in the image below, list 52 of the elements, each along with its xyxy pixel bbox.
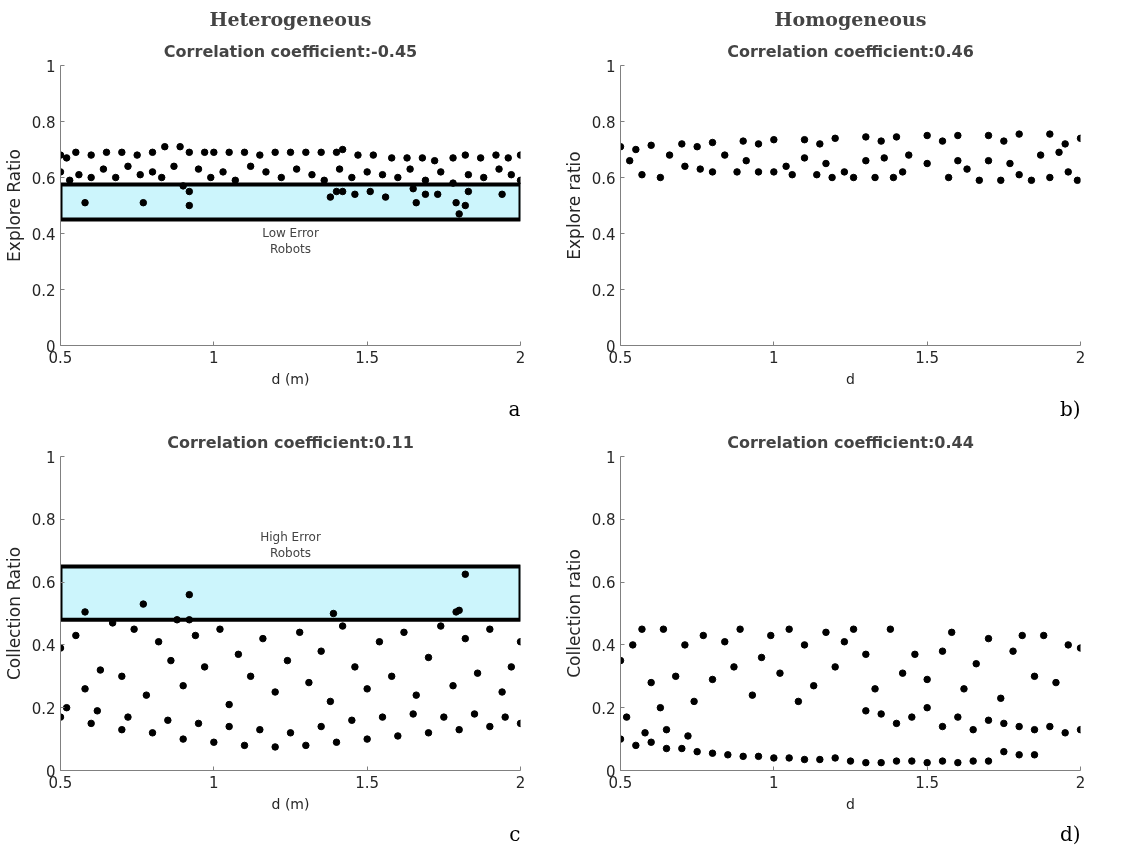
- x-tick-label: 1.5: [355, 773, 380, 792]
- y-tick-label: 0.6: [591, 574, 616, 593]
- y-tick-label: 0.6: [31, 574, 56, 593]
- x-tick-label: 2: [515, 773, 526, 792]
- x-axis-title: d (m): [271, 370, 310, 387]
- y-axis-title: Collection Ratio: [3, 546, 24, 681]
- y-tick-label: 0.8: [31, 113, 56, 132]
- y-tick-label: 0.6: [591, 169, 616, 188]
- y-tick-label: 0.2: [31, 281, 56, 300]
- y-tick-label: 0.2: [31, 699, 56, 718]
- x-tick-label: 2: [1075, 773, 1086, 792]
- x-axis-title: d: [846, 795, 855, 812]
- x-tick-label: 1.5: [355, 348, 380, 367]
- chart-subtitle: Correlation coefficient:0.11: [167, 432, 414, 452]
- x-tick-label: 2: [515, 348, 526, 367]
- y-tick-label: 0.2: [591, 699, 616, 718]
- chart-title: Homogeneous: [774, 7, 927, 30]
- y-tick-label: 0.4: [591, 225, 616, 244]
- y-tick-label: 0.8: [591, 113, 616, 132]
- y-tick-label: 0.4: [31, 225, 56, 244]
- y-tick-label: 0.8: [31, 511, 56, 530]
- y-tick-label: 1: [605, 57, 616, 76]
- x-tick-label: 1: [209, 773, 219, 792]
- x-tick-label: 1: [209, 348, 219, 367]
- band-label: High Error Robots: [260, 529, 321, 561]
- x-tick-label: 1.5: [915, 348, 940, 367]
- chart-subtitle: Correlation coefficient:0.44: [727, 432, 974, 452]
- y-tick-label: 1: [45, 448, 56, 467]
- y-tick-label: 0.6: [31, 169, 56, 188]
- text: c: [509, 821, 521, 846]
- x-tick-label: 1: [769, 348, 779, 367]
- y-axis-title: Collection ratio: [563, 549, 584, 678]
- x-tick-label: 1: [769, 773, 779, 792]
- band-label: Low Error Robots: [262, 225, 319, 257]
- y-tick-label: 0.2: [591, 281, 616, 300]
- chart-title: Heterogeneous: [209, 7, 372, 30]
- y-tick-label: 0.8: [591, 511, 616, 530]
- text: b): [1059, 396, 1081, 421]
- text: a: [508, 396, 521, 421]
- chart-subtitle: Correlation coefficient:-0.45: [163, 41, 418, 61]
- y-tick-label: 0.4: [591, 636, 616, 655]
- x-axis-title: d (m): [271, 795, 310, 812]
- y-axis-title: Explore Ratio: [3, 149, 24, 262]
- y-tick-label: 1: [45, 57, 56, 76]
- x-tick-label: 2: [1075, 348, 1086, 367]
- chart-subtitle: Correlation coefficient:0.46: [727, 41, 974, 61]
- y-axis-title: Explore ratio: [563, 151, 584, 260]
- text: d): [1059, 821, 1081, 846]
- x-tick-label: 1.5: [915, 773, 940, 792]
- x-axis-title: d: [846, 370, 855, 387]
- y-tick-label: 0.4: [31, 636, 56, 655]
- y-tick-label: 1: [605, 448, 616, 467]
